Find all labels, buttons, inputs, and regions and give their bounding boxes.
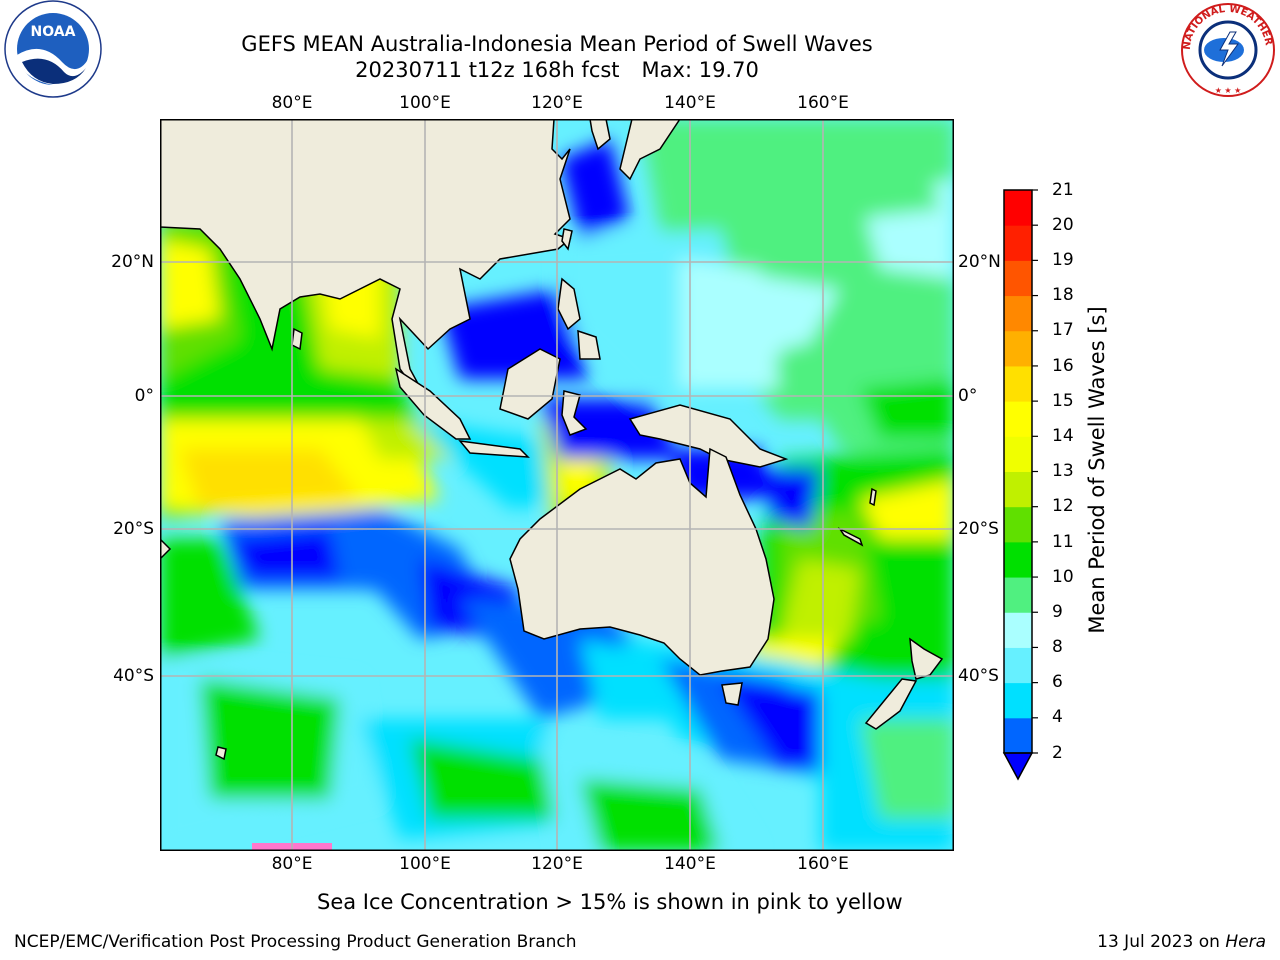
colorbar-tick: 20 [1052,215,1074,235]
colorbar-tick: 14 [1052,426,1074,446]
colorbar-segment [1004,471,1032,508]
colorbar-tick: 8 [1052,637,1063,657]
swell-period-map [160,119,954,851]
colorbar-segment [1004,577,1032,613]
colorbar-segment [1004,260,1032,297]
colorbar-segment [1004,717,1032,754]
colorbar-segment [1004,225,1032,261]
colorbar-tick: 19 [1052,250,1074,270]
sea-ice-note: Sea Ice Concentration > 15% is shown in … [317,890,903,914]
colorbar-arrow [1002,752,1034,781]
colorbar-label: Mean Period of Swell Waves [s] [1085,306,1109,634]
footer-credit: NCEP/EMC/Verification Post Processing Pr… [14,932,577,952]
lon-label-160e-bottom: 160°E [797,854,849,874]
lon-label-160e-top: 160°E [797,93,849,113]
colorbar-tick: 11 [1052,532,1074,552]
lon-label-120e-bottom: 120°E [531,854,583,874]
colorbar-segment [1004,682,1032,719]
colorbar-tick: 13 [1052,461,1074,481]
footer-host: Hera [1225,932,1266,952]
lon-label-80e-bottom: 80°E [271,854,313,874]
map-frame [160,119,954,851]
colorbar-segment [1004,506,1032,543]
colorbar-tick: 21 [1052,180,1074,200]
noaa-logo: NOAA [4,0,102,98]
chart-title: GEFS MEAN Australia-Indonesia Mean Perio… [241,32,873,56]
colorbar-tick: 17 [1052,320,1074,340]
lon-label-100e-bottom: 100°E [399,854,451,874]
lat-label-40s-left: 40°S [113,666,154,686]
colorbar-segment [1004,436,1032,472]
lat-label-20n-right: 20°N [958,252,1001,272]
colorbar-segment [1004,295,1032,332]
colorbar-segment [1004,541,1032,578]
colorbar-tick: 9 [1052,602,1063,622]
colorbar-tick: 16 [1052,356,1074,376]
lon-label-100e-top: 100°E [399,93,451,113]
colorbar-tick: 6 [1052,672,1063,692]
run-info: 20230711 t12z 168h fcst [355,58,620,82]
colorbar-tick: 12 [1052,496,1074,516]
footer-date-text: 13 Jul 2023 on [1097,932,1220,952]
colorbar-tick: 18 [1052,285,1074,305]
nws-logo: NATIONAL WEATHER SERVICE ★ ★ ★ [1178,0,1275,97]
colorbar-segment [1004,190,1032,226]
colorbar-tick: 4 [1052,707,1063,727]
land-masses [160,119,944,761]
svg-text:★ ★ ★: ★ ★ ★ [1215,86,1242,95]
colorbar-segment [1004,401,1032,437]
lat-label-20n-left: 20°N [111,252,154,272]
colorbar-segment [1004,365,1032,402]
lat-label-40s-right: 40°S [958,666,999,686]
colorbar-tick: 10 [1052,567,1074,587]
chart-subtitle: 20230711 t12z 168h fcst Max: 19.70 [160,57,954,83]
lon-label-140e-bottom: 140°E [664,854,716,874]
svg-text:NOAA: NOAA [31,24,76,40]
lon-label-120e-top: 120°E [531,93,583,113]
colorbar-segment [1004,647,1032,684]
graticule [160,119,954,851]
colorbar-segment [1004,612,1032,648]
lat-label-20s-right: 20°S [958,519,999,539]
max-value: Max: 19.70 [641,58,759,82]
colorbar [1002,189,1038,781]
lon-label-140e-top: 140°E [664,93,716,113]
footer-date: 13 Jul 2023 on Hera [1097,932,1266,952]
lon-label-80e-top: 80°E [271,93,313,113]
lat-label-0-right: 0° [958,386,978,406]
lat-label-0-left: 0° [134,386,154,406]
colorbar-tick: 15 [1052,391,1074,411]
lat-label-20s-left: 20°S [113,519,154,539]
colorbar-tick: 2 [1052,743,1063,763]
colorbar-segment [1004,330,1032,367]
